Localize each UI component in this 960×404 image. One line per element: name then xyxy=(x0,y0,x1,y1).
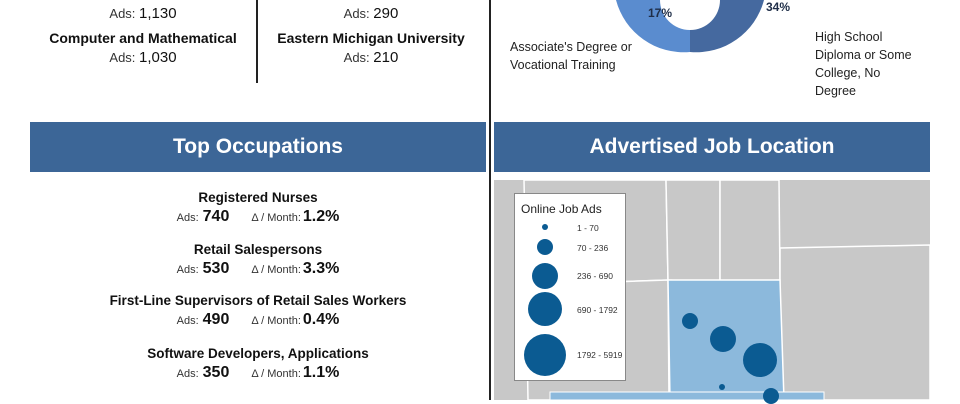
map-bubble xyxy=(710,326,736,352)
ads-value: 490 xyxy=(202,311,230,328)
metric-title: Eastern Michigan University xyxy=(277,30,465,46)
legend-label: 236 - 690 xyxy=(577,271,613,281)
county-region xyxy=(665,180,721,283)
delta-value: 0.4% xyxy=(302,311,340,328)
occupation-name: First-Line Supervisors of Retail Sales W… xyxy=(109,293,407,308)
slice-percent: 17% xyxy=(648,6,673,20)
legend-label: 1792 - 5919 xyxy=(577,350,623,360)
ads-value: 350 xyxy=(202,364,230,381)
legend-label: 70 - 236 xyxy=(577,243,609,253)
education-donut-chart xyxy=(616,0,764,53)
job-location-banner: Advertised Job Location xyxy=(494,122,930,172)
occupation-name: Software Developers, Applications xyxy=(147,346,369,361)
delta-value: 1.2% xyxy=(302,208,340,225)
ads-value: 1,130 xyxy=(139,5,177,22)
delta-value: 1.1% xyxy=(302,364,340,381)
legend-label: 1 - 70 xyxy=(577,223,599,233)
ads-value: 290 xyxy=(373,5,399,22)
legend-dot xyxy=(532,263,558,289)
legend-dot xyxy=(528,292,562,326)
map-bubble xyxy=(743,343,777,377)
metric-cell: Eastern Michigan University Ads: 210 xyxy=(258,30,484,66)
metric-title: Computer and Mathematical xyxy=(49,30,237,46)
slice-label-associate: Associate's Degree or Vocational Trainin… xyxy=(510,40,632,72)
legend-title: Online Job Ads xyxy=(521,202,602,216)
ads-value: 740 xyxy=(202,208,230,225)
delta-value: 3.3% xyxy=(302,260,340,277)
donut-hole xyxy=(660,0,720,30)
county-region xyxy=(719,180,781,283)
slice-percent: 34% xyxy=(766,0,791,14)
legend-dot xyxy=(537,239,553,255)
column-divider xyxy=(256,0,258,83)
metric-cell: Ads: 1,130 xyxy=(109,5,177,22)
ads-value: 1,030 xyxy=(139,49,177,66)
county-region xyxy=(779,244,930,400)
map-bubble xyxy=(682,313,698,329)
legend-dot xyxy=(524,334,566,376)
map-bubble xyxy=(719,384,725,390)
metric-cell: Ads: 290 xyxy=(343,5,399,22)
occupation-item: Registered Nurses Ads: 740 Δ / Month: 1.2% xyxy=(30,190,486,226)
map-legend: Online Job Ads 1 - 70 70 - 236 236 - 690… xyxy=(514,193,626,381)
occupation-name: Retail Salespersons xyxy=(193,242,323,257)
metric-cell: Computer and Mathematical Ads: 1,030 xyxy=(30,30,256,66)
occupation-item: First-Line Supervisors of Retail Sales W… xyxy=(30,293,486,329)
top-occupations-banner: Top Occupations xyxy=(30,122,486,172)
slice-label-high-school: High School Diploma or Some College, No … xyxy=(815,30,912,98)
legend-dot xyxy=(542,224,548,230)
occupation-item: Software Developers, Applications Ads: 35… xyxy=(30,346,486,382)
highlighted-county xyxy=(549,391,825,400)
legend-label: 690 - 1792 xyxy=(577,305,618,315)
ads-value: 530 xyxy=(202,260,230,277)
map-bubble xyxy=(763,388,779,404)
occupation-item: Retail Salespersons Ads: 530 Δ / Month: 3.3… xyxy=(30,242,486,278)
occupation-name: Registered Nurses xyxy=(198,190,318,205)
section-divider xyxy=(489,0,491,400)
ads-value: 210 xyxy=(373,49,399,66)
